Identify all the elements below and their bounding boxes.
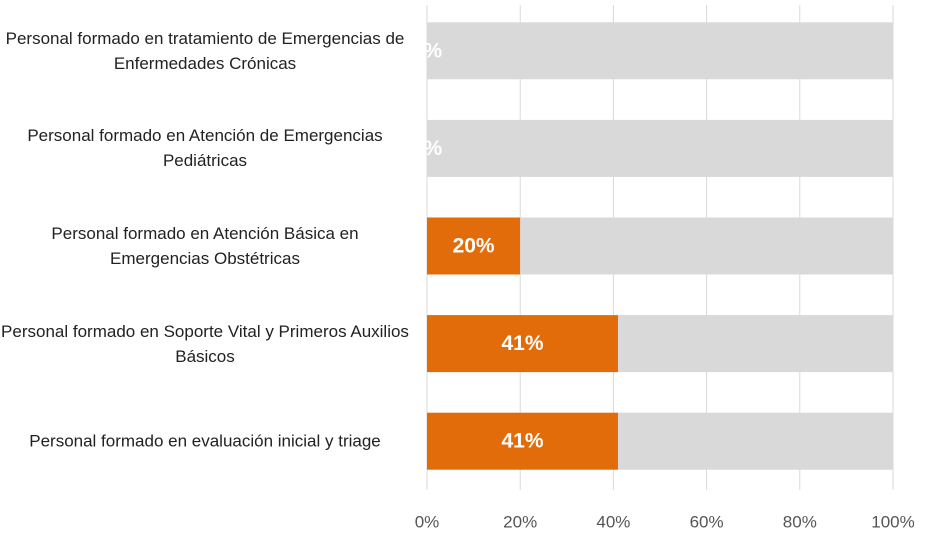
category-label: Personal formado en Atención de Emergenc…	[27, 126, 383, 171]
x-tick-label: 80%	[783, 512, 817, 531]
x-tick-label: 100%	[871, 512, 914, 531]
bar	[427, 315, 619, 373]
x-tick-label: 60%	[690, 512, 724, 531]
x-tick-label: 0%	[415, 512, 440, 531]
bar	[427, 412, 619, 470]
x-tick-label: 20%	[503, 512, 537, 531]
category-label: Personal formado en Soporte Vital y Prim…	[1, 321, 409, 366]
bar	[427, 217, 521, 275]
category-label: Personal formado en evaluación inicial y…	[29, 431, 381, 451]
category-label: Personal formado en Atención Básica en E…	[51, 224, 359, 268]
bar	[520, 217, 893, 275]
category-label: Personal formado en tratamiento de Emerg…	[5, 28, 405, 73]
bar	[618, 412, 893, 470]
bar	[427, 119, 893, 177]
bar	[427, 22, 893, 80]
x-tick-label: 40%	[596, 512, 630, 531]
bar	[618, 315, 893, 373]
value-label: 0%	[412, 137, 443, 160]
value-label: 41%	[502, 430, 544, 453]
value-label: 0%	[412, 39, 443, 62]
value-label: 20%	[453, 235, 495, 258]
value-label: 41%	[502, 332, 544, 355]
